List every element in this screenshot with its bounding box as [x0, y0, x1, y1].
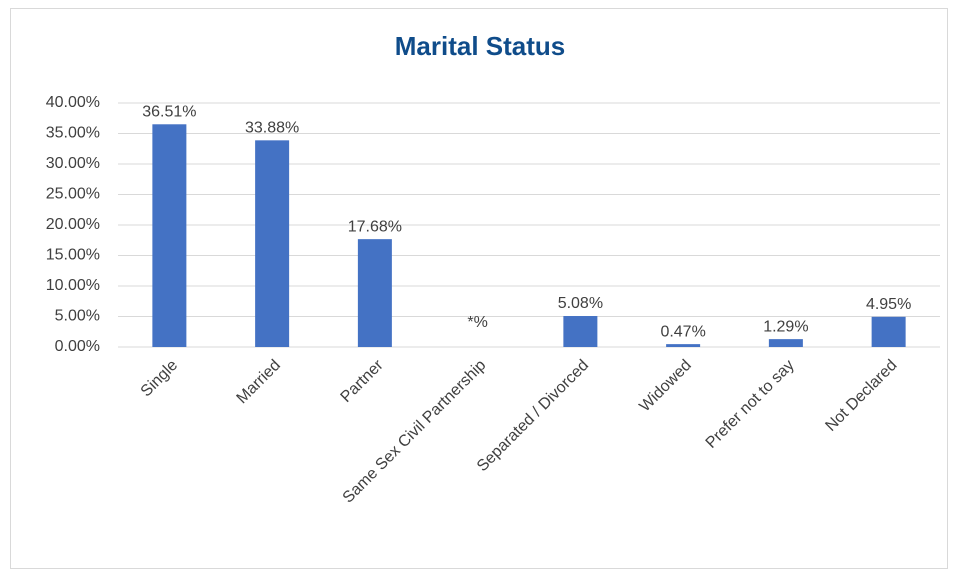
y-tick-label: 25.00% [46, 186, 100, 203]
bar [768, 339, 803, 347]
bar [871, 316, 906, 347]
value-label: 5.08% [558, 295, 603, 312]
value-label: 1.29% [763, 318, 808, 335]
bar [357, 239, 392, 347]
y-tick-label: 20.00% [46, 216, 100, 233]
y-tick-label: 30.00% [46, 155, 100, 172]
bar [666, 344, 701, 347]
y-tick-label: 0.00% [55, 338, 100, 355]
y-tick-label: 5.00% [55, 308, 100, 325]
value-label: 36.51% [142, 104, 196, 121]
value-label: 4.95% [866, 296, 911, 313]
bar [255, 140, 290, 347]
y-tick-label: 35.00% [46, 125, 100, 142]
chart-title: Marital Status [395, 31, 566, 61]
value-label: 17.68% [348, 218, 402, 235]
chart-frame [10, 8, 948, 569]
value-label: 33.88% [245, 120, 299, 137]
bar [563, 316, 598, 347]
y-tick-label: 10.00% [46, 277, 100, 294]
y-tick-label: 15.00% [46, 247, 100, 264]
bar [152, 124, 187, 347]
y-tick-label: 40.00% [46, 94, 100, 111]
value-label: 0.47% [660, 323, 705, 340]
value-label: *% [467, 314, 487, 331]
